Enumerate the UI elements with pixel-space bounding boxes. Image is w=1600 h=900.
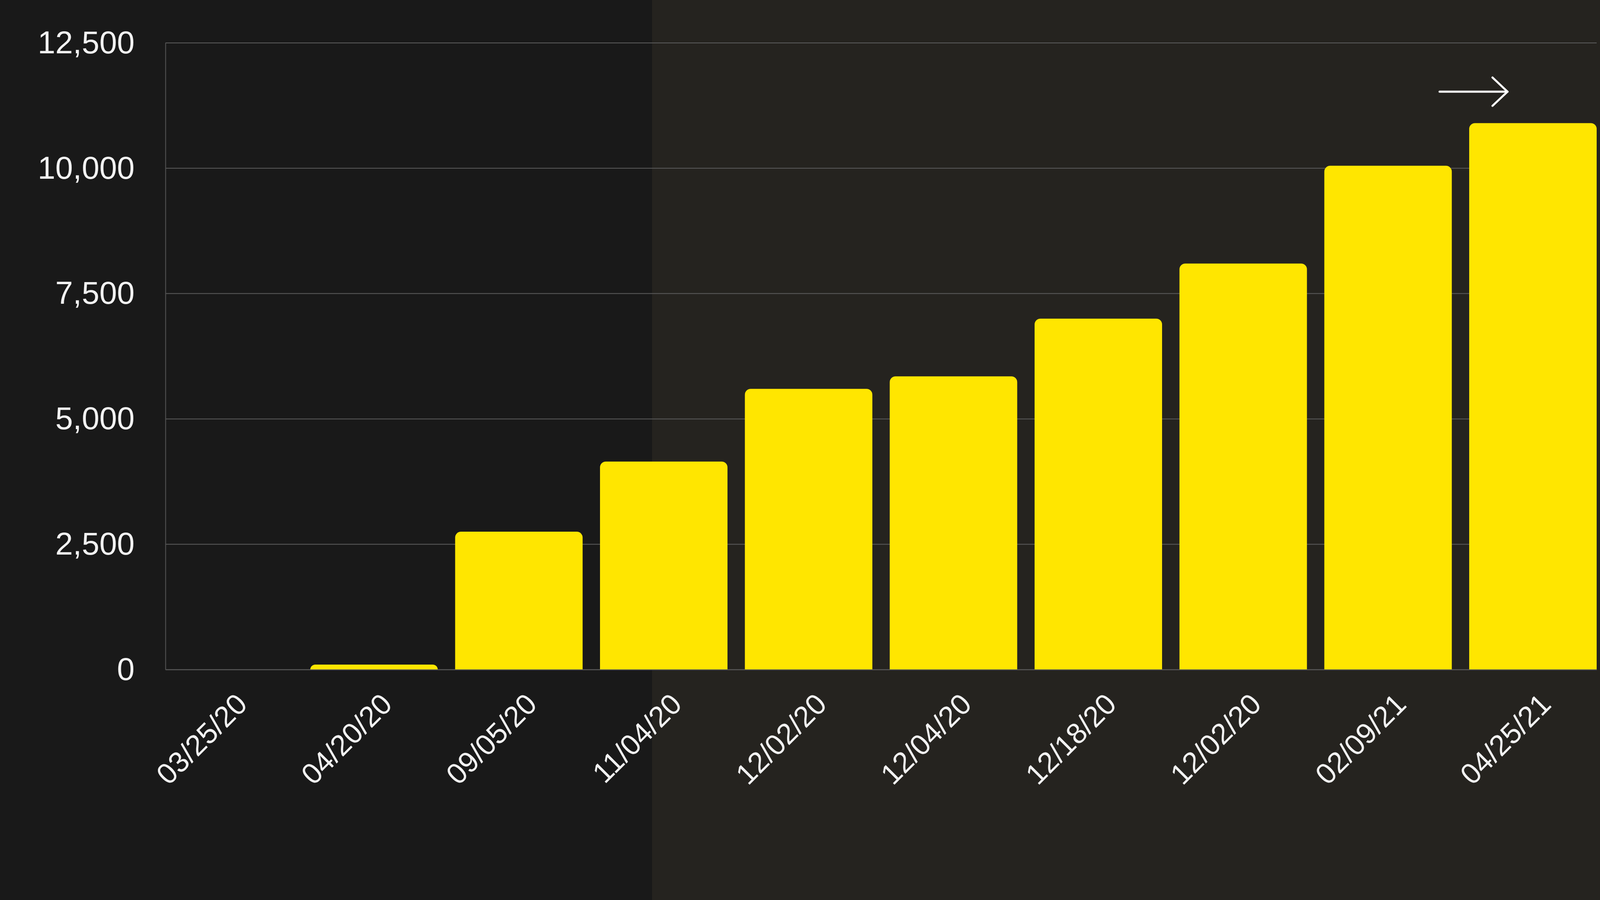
bar xyxy=(745,388,873,670)
bar xyxy=(1324,165,1452,670)
y-tick: 10,000 xyxy=(37,150,166,186)
x-tick-label: 04/20/20 xyxy=(295,687,399,791)
y-tick: 0 xyxy=(117,651,166,687)
y-tick-label: 12,500 xyxy=(37,24,135,60)
arrow-shaft xyxy=(1439,90,1508,93)
bars xyxy=(165,123,1597,670)
x-axis-line xyxy=(165,669,1598,671)
arrow-head xyxy=(1492,77,1508,106)
y-tick: 5,000 xyxy=(55,400,166,436)
x-tick: 02/09/21 xyxy=(1308,669,1413,791)
y-tick: 12,500 xyxy=(37,24,166,60)
background xyxy=(0,0,1600,900)
background-photo xyxy=(652,0,1600,900)
x-tick-label: 09/05/20 xyxy=(439,687,543,791)
x-tick: 09/05/20 xyxy=(439,669,543,791)
x-tick: 12/02/20 xyxy=(729,669,833,791)
bar xyxy=(600,461,728,670)
x-tick: 04/20/20 xyxy=(295,669,399,791)
x-tick: 12/04/20 xyxy=(874,669,978,791)
x-axis: 03/25/20 04/20/20 09/05/20 11/04/20 12/02/20… xyxy=(150,669,1597,791)
chart: 0 2,500 5,000 7,500 10,000 12,500 03/25/20 04/2… xyxy=(0,0,1600,900)
x-tick: 11/04/20 xyxy=(586,669,688,790)
plot: 0 2,500 5,000 7,500 10,000 12,500 03/25/20 04/2… xyxy=(37,24,1598,791)
arrow xyxy=(1439,77,1508,106)
x-tick: 12/02/20 xyxy=(1164,669,1268,791)
x-tick-label: 12/18/20 xyxy=(1019,687,1123,791)
y-tick-label: 0 xyxy=(117,651,135,687)
y-tick: 7,500 xyxy=(55,275,166,311)
bar xyxy=(455,531,583,670)
x-tick-label: 11/04/20 xyxy=(586,687,688,790)
x-tick: 12/18/20 xyxy=(1019,669,1123,791)
y-tick-label: 10,000 xyxy=(37,150,135,186)
y-tick: 2,500 xyxy=(55,525,166,562)
x-tick-label: 12/02/20 xyxy=(729,687,833,791)
x-tick-label: 04/25/21 xyxy=(1453,687,1558,791)
x-tick-label: 02/09/21 xyxy=(1308,687,1413,791)
y-tick-label: 7,500 xyxy=(55,275,135,311)
bar xyxy=(1034,318,1163,670)
y-axis-line xyxy=(165,43,167,670)
y-tick-label: 2,500 xyxy=(55,525,135,562)
bar xyxy=(889,376,1018,670)
x-tick: 04/25/21 xyxy=(1453,669,1558,791)
bar xyxy=(1469,123,1597,670)
x-tick-label: 12/04/20 xyxy=(874,687,978,791)
x-tick: 03/25/20 xyxy=(150,669,254,791)
grid xyxy=(165,42,1597,670)
y-tick-label: 5,000 xyxy=(55,400,135,436)
grid-line xyxy=(165,42,1597,44)
bar xyxy=(310,664,438,670)
x-tick-label: 03/25/20 xyxy=(150,687,254,791)
bar xyxy=(1179,263,1308,670)
y-axis: 0 2,500 5,000 7,500 10,000 12,500 xyxy=(37,24,166,687)
x-tick-label: 12/02/20 xyxy=(1164,687,1268,791)
